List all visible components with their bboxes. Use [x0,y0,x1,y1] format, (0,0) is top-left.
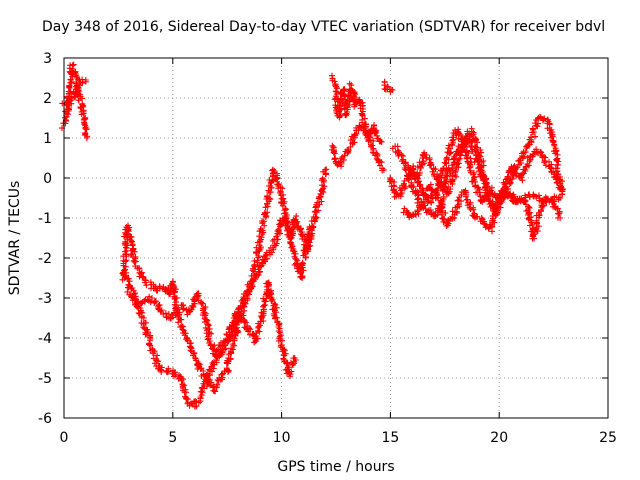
x-tick-label: 15 [381,430,399,446]
y-tick-label: 3 [43,51,52,67]
plot-frame [63,57,609,419]
x-tick-label: 20 [490,430,508,446]
scatter-marks [329,72,385,145]
y-tick-label: -6 [38,411,52,427]
x-tick-label: 5 [168,430,177,446]
scatter-marks [59,76,89,111]
series-track-e [124,279,299,380]
x-tick-label: 25 [599,430,617,446]
x-axis-label: GPS time / hours [277,459,394,475]
data-points [59,61,566,410]
series-track-b [59,76,89,111]
scatter-marks [405,133,566,218]
y-tick-label: -2 [38,251,52,267]
y-tick-label: -1 [38,211,52,227]
x-tick-label: 0 [60,430,69,446]
y-tick-label: 2 [43,91,52,107]
scatter-marks [329,122,387,174]
series-track-l [405,133,566,218]
series-track-h [381,78,396,95]
scatter-marks [59,61,91,141]
scatter-marks [124,279,299,380]
series-track-a [59,61,91,141]
scatter-marks [381,78,396,95]
series-track-g [329,122,387,174]
series-track-f [329,72,385,145]
chart-title: Day 348 of 2016, Sidereal Day-to-day VTE… [42,19,605,35]
y-axis-label: SDTVAR / TECUs [7,181,23,296]
x-tick-label: 10 [273,430,291,446]
y-tick-label: 0 [43,171,52,187]
y-tick-label: -5 [38,371,52,387]
y-tick-label: 1 [43,131,52,147]
y-tick-label: -4 [38,331,52,347]
y-tick-label: -3 [38,291,52,307]
